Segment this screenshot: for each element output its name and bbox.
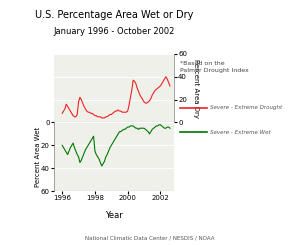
Text: Severe - Extreme Drought: Severe - Extreme Drought xyxy=(210,105,282,110)
Text: Severe - Extreme Wet: Severe - Extreme Wet xyxy=(210,130,271,135)
Text: Year: Year xyxy=(105,211,123,220)
Text: National Climatic Data Center / NESDIS / NOAA: National Climatic Data Center / NESDIS /… xyxy=(85,235,215,240)
Y-axis label: Percent Area Dry: Percent Area Dry xyxy=(193,59,199,118)
Y-axis label: Percent Area Wet: Percent Area Wet xyxy=(35,127,41,187)
Text: January 1996 - October 2002: January 1996 - October 2002 xyxy=(53,27,175,36)
Text: U.S. Percentage Area Wet or Dry: U.S. Percentage Area Wet or Dry xyxy=(35,10,193,20)
Text: *Based on the
Palmer Drought Index: *Based on the Palmer Drought Index xyxy=(180,61,249,73)
